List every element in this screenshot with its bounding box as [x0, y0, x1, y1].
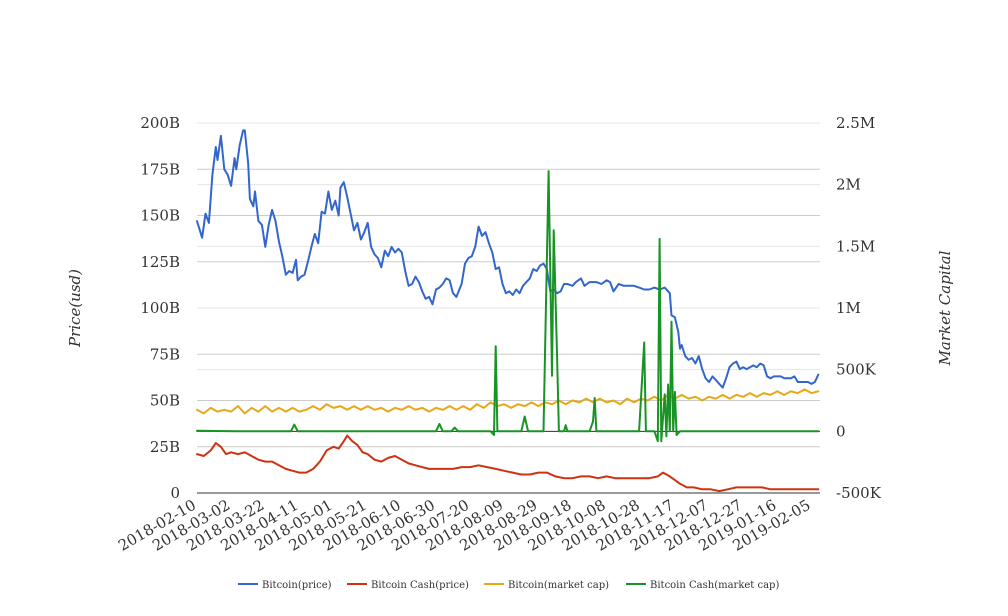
legend-item[interactable]: Bitcoin(market cap) [484, 580, 609, 591]
y-right-tick-label: 0 [836, 422, 846, 440]
series-line-bitcoin-market-cap [196, 388, 820, 415]
y-left-tick-label: 175B [140, 160, 180, 178]
axes: 0 25B 50B 75B 100B 125B 150B 175B 200B -500K 0 500K… [66, 114, 954, 555]
legend-label: Bitcoin Cash(market cap) [650, 580, 779, 591]
y-right-tick-label: 1.5M [836, 237, 875, 255]
y-right-tick-label: -500K [836, 484, 882, 502]
legend-item[interactable]: Bitcoin(price) [238, 580, 332, 591]
y-left-axis-title: Price(usd) [66, 269, 84, 348]
y-left-tick-label: 0 [170, 484, 180, 502]
legend-label: Bitcoin Cash(price) [371, 580, 469, 591]
y-left-tick-label: 100B [140, 299, 180, 317]
y-right-tick-label: 1M [836, 299, 861, 317]
y-right-tick-label: 2M [836, 176, 861, 194]
series-line-bitcoin-cash-price [196, 434, 820, 493]
series-line-bitcoin-price [196, 129, 820, 389]
y-left-tick-label: 75B [150, 345, 180, 363]
y-right-tick-label: 2.5M [836, 114, 875, 132]
series-lines [196, 129, 820, 493]
series-line-bitcoin-cash-market-cap [196, 170, 820, 443]
y-left-tick-label: 200B [140, 114, 180, 132]
legend-label: Bitcoin(market cap) [508, 580, 609, 591]
y-right-tick-label: 500K [836, 361, 877, 379]
legend-item[interactable]: Bitcoin Cash(price) [347, 580, 469, 591]
y-left-tick-label: 125B [140, 253, 180, 271]
y-left-tick-label: 50B [150, 392, 180, 410]
grid [197, 122, 820, 494]
y-left-tick-label: 150B [140, 207, 180, 225]
legend-item[interactable]: Bitcoin Cash(market cap) [626, 580, 779, 591]
y-left-tick-label: 25B [150, 438, 180, 456]
legend-label: Bitcoin(price) [262, 580, 332, 591]
legend: Bitcoin(price) Bitcoin Cash(price) Bitcoin… [238, 580, 779, 591]
y-right-axis-title: Market Capital [936, 250, 954, 366]
